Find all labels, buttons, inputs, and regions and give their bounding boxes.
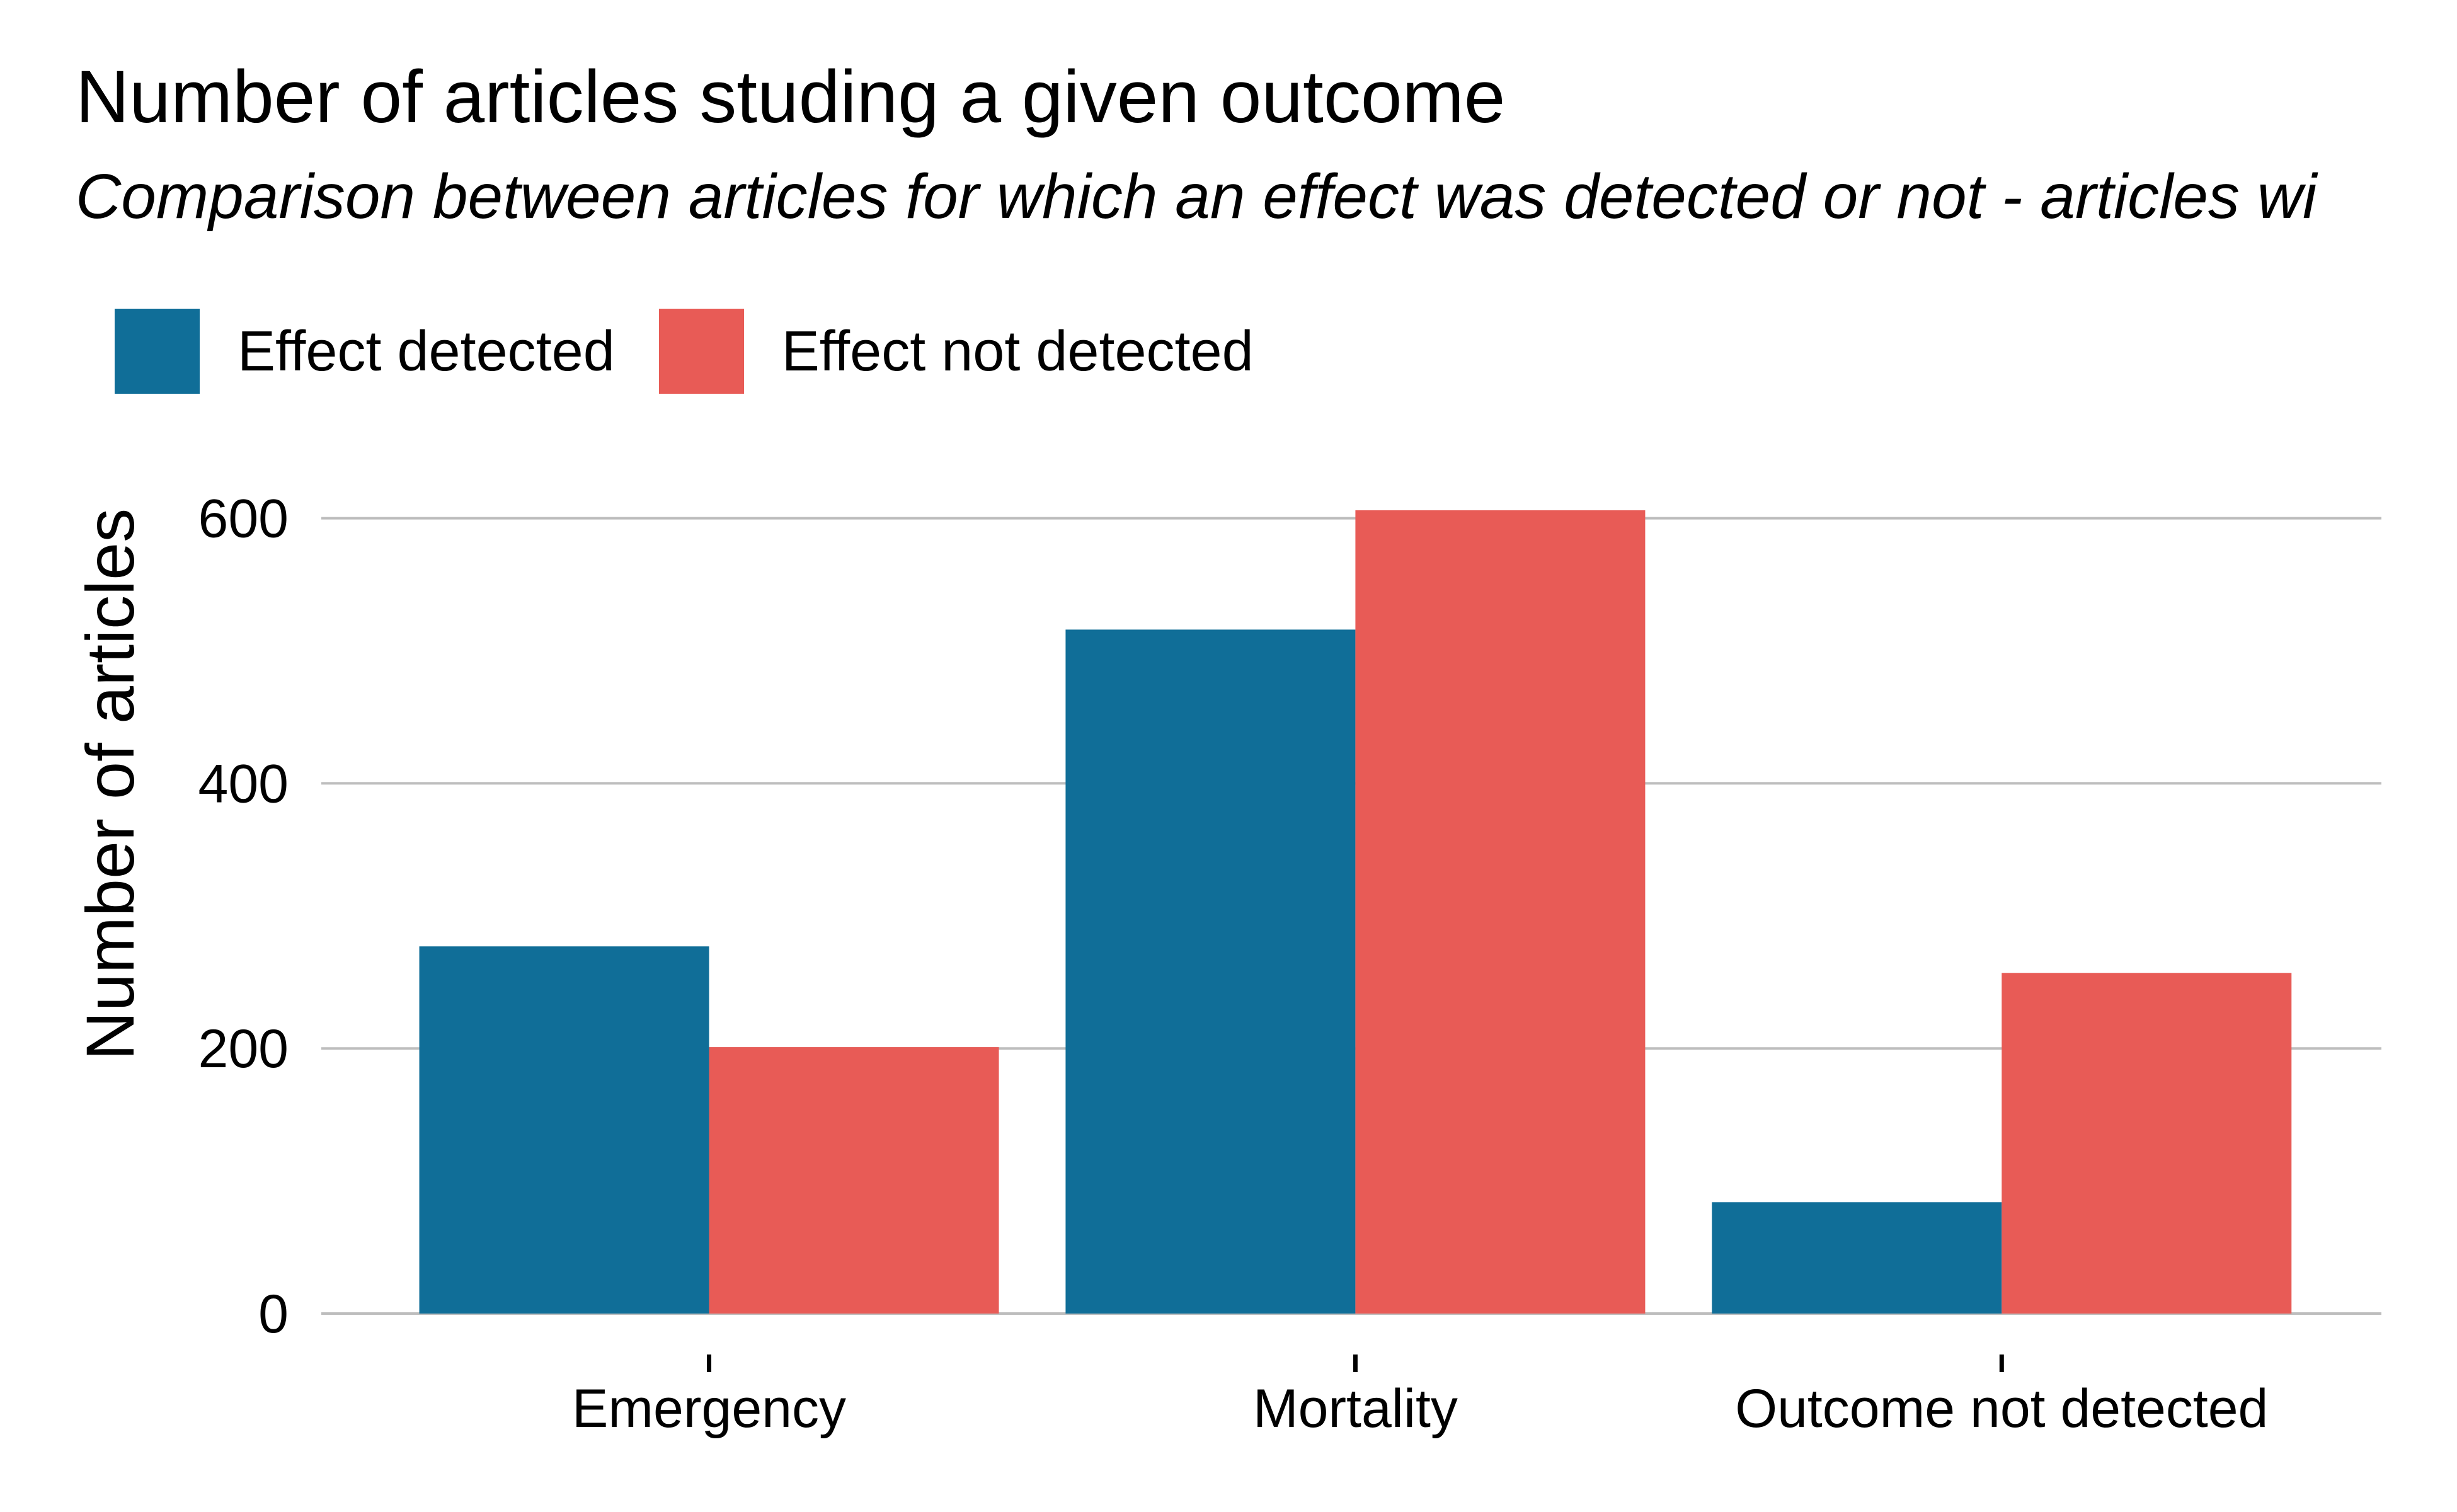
x-tick-label-mortality: Mortality xyxy=(1253,1378,1458,1439)
legend-swatch-effect-detected xyxy=(115,309,200,394)
legend-label-effect-not-detected: Effect not detected xyxy=(781,319,1254,383)
y-tick-label-200: 200 xyxy=(198,1019,289,1079)
bar-mortality-effect-detected xyxy=(1065,629,1356,1314)
legend: Effect detected Effect not detected xyxy=(115,309,1298,394)
chart-subtitle: Comparison between articles for which an… xyxy=(76,161,2317,232)
bars xyxy=(419,510,2292,1314)
bar-outcome-not-detected-effect-not-detected xyxy=(2002,973,2292,1314)
legend-item-effect-not-detected: Effect not detected xyxy=(658,309,1254,394)
y-tick-label-0: 0 xyxy=(258,1284,289,1344)
x-axis-ticks: Emergency Mortality Outcome not detected xyxy=(572,1354,2268,1439)
bar-outcome-not-detected-effect-detected xyxy=(1712,1202,2002,1314)
bar-mortality-effect-not-detected xyxy=(1355,510,1646,1314)
y-tick-label-600: 600 xyxy=(198,489,289,549)
legend-label-effect-detected: Effect detected xyxy=(238,319,615,383)
x-tick-label-emergency: Emergency xyxy=(572,1378,846,1439)
y-axis-ticks: 0 200 400 600 xyxy=(198,489,289,1344)
y-axis-title: Number of articles xyxy=(72,508,148,1060)
bar-emergency-effect-not-detected xyxy=(709,1047,999,1314)
y-tick-label-400: 400 xyxy=(198,753,289,814)
chart-title: Number of articles studing a given outco… xyxy=(76,55,1506,139)
legend-swatch-effect-not-detected xyxy=(658,309,744,394)
bar-emergency-effect-detected xyxy=(419,946,709,1314)
legend-item-effect-detected: Effect detected xyxy=(115,309,615,394)
x-tick-label-outcome-not-detected: Outcome not detected xyxy=(1735,1378,2268,1439)
